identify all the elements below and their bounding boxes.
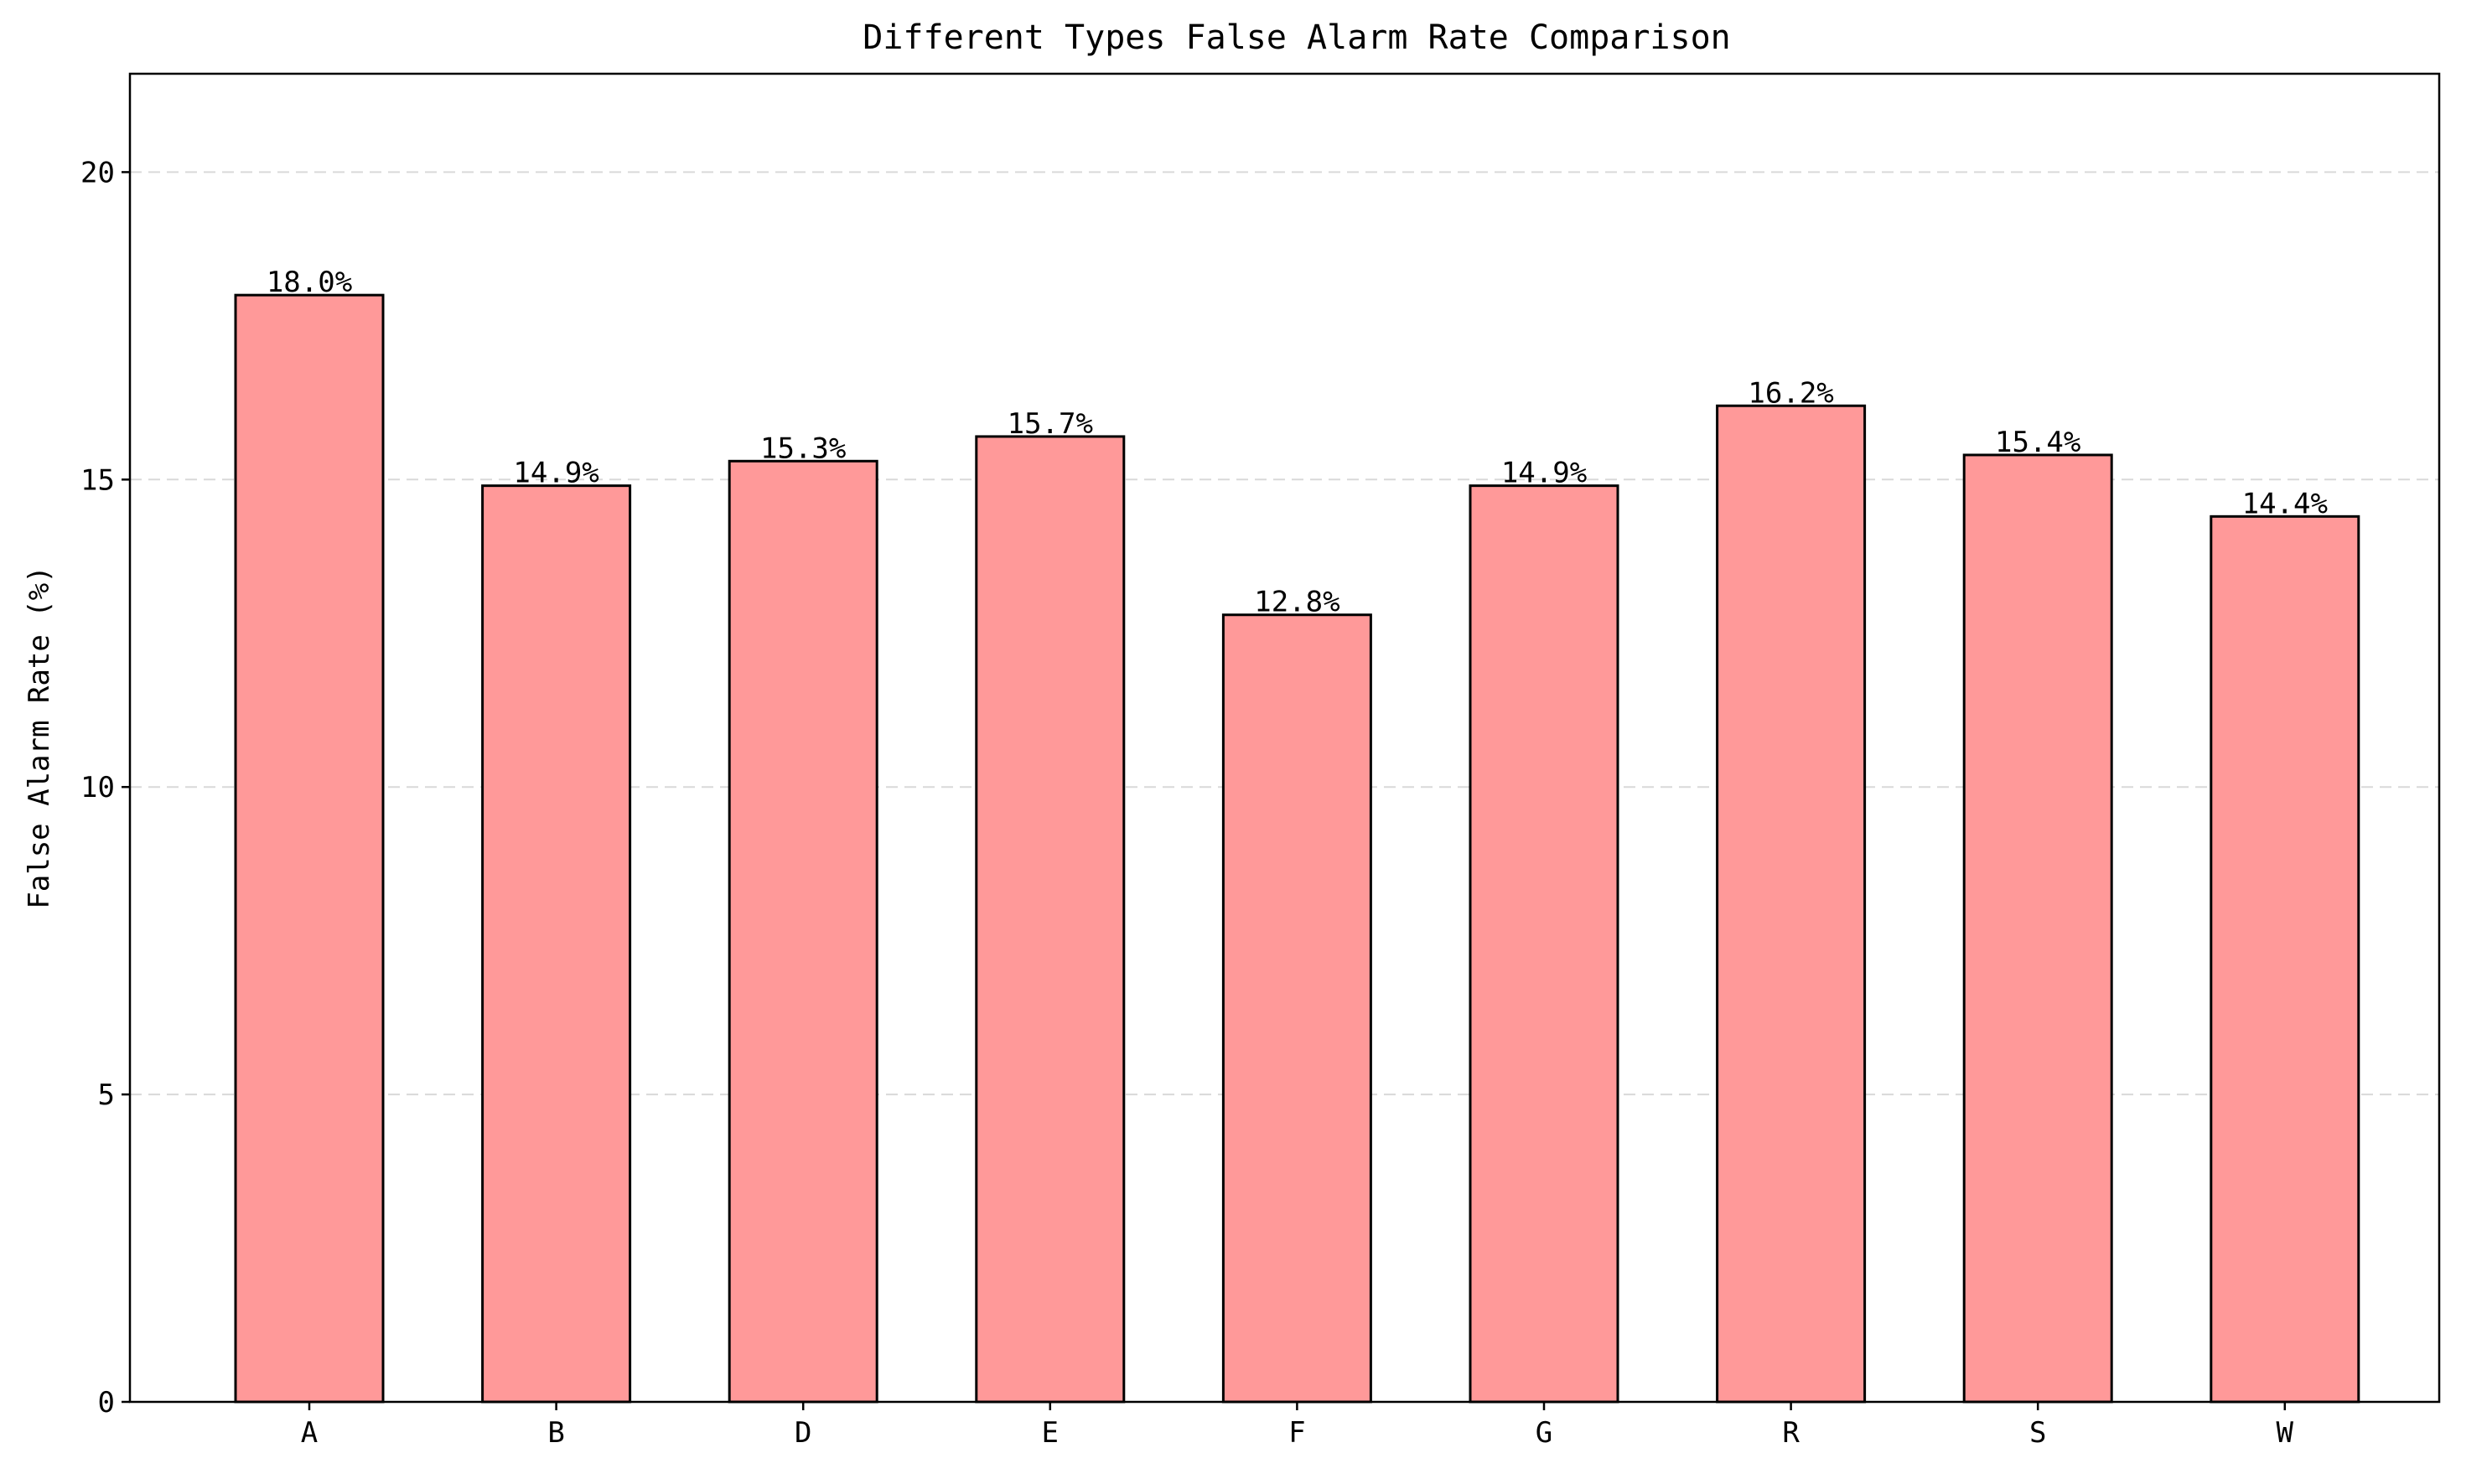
bar-w <box>2210 514 2360 1404</box>
bar-d <box>728 459 878 1404</box>
chart-title: Different Types False Alarm Rate Compari… <box>863 18 1731 57</box>
x-tick-label: E <box>1042 1416 1059 1450</box>
bar-f <box>1221 613 1372 1404</box>
data-label-d: 15.3% <box>760 432 846 465</box>
data-label-g: 14.9% <box>1501 457 1587 490</box>
x-tick-label: A <box>301 1416 318 1450</box>
bar-g <box>1469 484 1619 1404</box>
y-tick-label: 10 <box>80 771 115 804</box>
bar-s <box>1962 453 2113 1404</box>
x-tick-label: S <box>2029 1416 2046 1450</box>
plot-frame <box>128 72 2441 1404</box>
bar-e <box>975 435 1126 1404</box>
data-label-layer: 18.0% 14.9% 15.3% 15.7% 12.8% 14.9% 16.2% 15.4%… <box>267 266 2328 619</box>
data-label-b: 14.9% <box>513 457 598 490</box>
y-tick-label: 15 <box>80 463 115 497</box>
y-axis-label: False Alarm Rate (%) <box>23 566 56 908</box>
x-tick-label: W <box>2277 1416 2294 1450</box>
x-tick-label: G <box>1536 1416 1552 1450</box>
y-tick-label: 0 <box>98 1386 115 1419</box>
data-label-r: 16.2% <box>1748 376 1833 410</box>
y-tick-label: 20 <box>80 156 115 189</box>
data-label-a: 18.0% <box>267 266 352 299</box>
y-tick-label: 5 <box>98 1078 115 1112</box>
tick-layer: 0 5 10 15 20 A B D E F G R S W <box>80 156 2294 1450</box>
x-tick-label: R <box>1782 1416 1800 1450</box>
bar-a <box>234 293 385 1404</box>
data-label-w: 14.4% <box>2242 487 2328 520</box>
data-label-f: 12.8% <box>1254 586 1339 619</box>
bar-b <box>481 484 632 1404</box>
data-label-e: 15.7% <box>1008 407 1093 441</box>
data-label-s: 15.4% <box>1995 426 2080 459</box>
bar-r <box>1716 404 1867 1404</box>
x-tick-label: F <box>1288 1416 1305 1450</box>
x-tick-label: D <box>795 1416 811 1450</box>
x-tick-label: B <box>547 1416 564 1450</box>
